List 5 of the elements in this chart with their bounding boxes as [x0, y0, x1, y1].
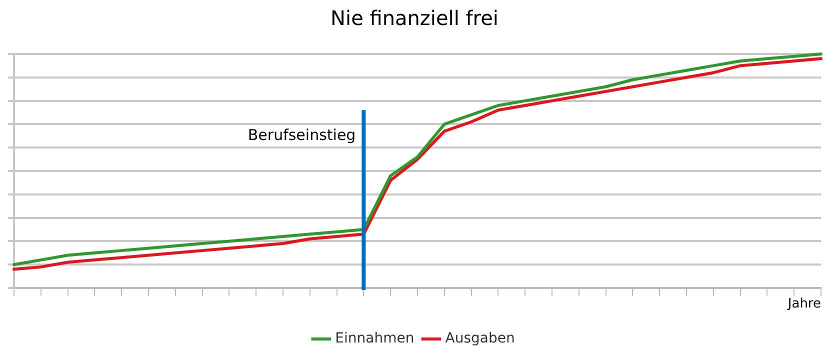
legend-label: Ausgaben: [445, 330, 515, 347]
annotation: Berufseinstieg: [248, 126, 356, 144]
chart-title: Nie finanziell frei: [330, 6, 498, 30]
legend-label: Einnahmen: [335, 330, 414, 347]
x-axis-title: Jahre: [786, 296, 821, 312]
